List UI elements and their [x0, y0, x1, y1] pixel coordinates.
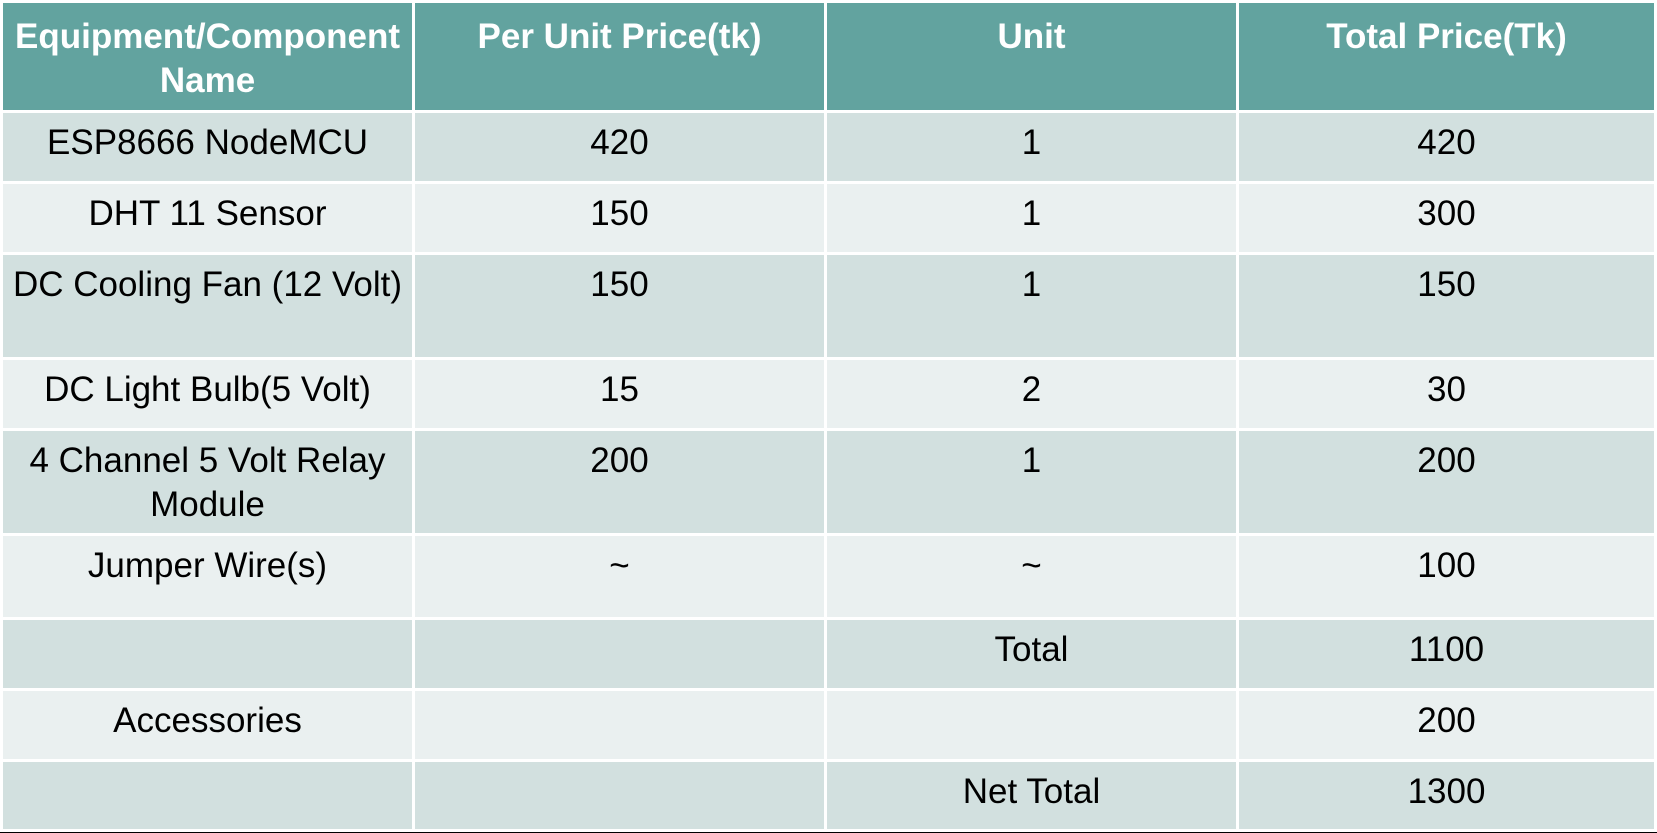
- total-row: Total 1100: [0, 617, 1657, 691]
- item-total: 100: [1236, 533, 1657, 620]
- total-label: Total: [824, 617, 1239, 691]
- header-unit-price: Per Unit Price(tk): [412, 0, 827, 113]
- item-unit: 1: [824, 181, 1239, 255]
- item-unit: 1: [824, 110, 1239, 184]
- item-unit-price: 150: [412, 252, 827, 360]
- empty-cell: [412, 688, 827, 762]
- table-row: 4 Channel 5 Volt Relay Module 200 1 200: [0, 428, 1657, 536]
- accessories-value: 200: [1236, 688, 1657, 762]
- empty-cell: [412, 617, 827, 691]
- item-unit-price: 150: [412, 181, 827, 255]
- table-row: Jumper Wire(s) ~ ~ 100: [0, 533, 1657, 620]
- item-total: 300: [1236, 181, 1657, 255]
- item-total: 200: [1236, 428, 1657, 536]
- item-name: DHT 11 Sensor: [0, 181, 415, 255]
- table-row: DHT 11 Sensor 150 1 300: [0, 181, 1657, 255]
- header-unit: Unit: [824, 0, 1239, 113]
- item-total: 420: [1236, 110, 1657, 184]
- item-unit-price: 200: [412, 428, 827, 536]
- item-total: 30: [1236, 357, 1657, 431]
- accessories-label: Accessories: [0, 688, 415, 762]
- table-row: ESP8666 NodeMCU 420 1 420: [0, 110, 1657, 184]
- empty-cell: [0, 759, 415, 832]
- item-name: ESP8666 NodeMCU: [0, 110, 415, 184]
- header-row: Equipment/Component Name Per Unit Price(…: [0, 0, 1657, 113]
- item-name: Jumper Wire(s): [0, 533, 415, 620]
- table-row: DC Cooling Fan (12 Volt) 150 1 150: [0, 252, 1657, 360]
- item-unit: ~: [824, 533, 1239, 620]
- item-unit-price: 420: [412, 110, 827, 184]
- item-unit: 1: [824, 252, 1239, 360]
- net-total-label: Net Total: [824, 759, 1239, 832]
- empty-cell: [412, 759, 827, 832]
- header-total-price: Total Price(Tk): [1236, 0, 1657, 113]
- item-total: 150: [1236, 252, 1657, 360]
- header-name: Equipment/Component Name: [0, 0, 415, 113]
- accessories-row: Accessories 200: [0, 688, 1657, 762]
- net-total-value: 1300: [1236, 759, 1657, 832]
- item-name: 4 Channel 5 Volt Relay Module: [0, 428, 415, 536]
- item-name: DC Light Bulb(5 Volt): [0, 357, 415, 431]
- empty-cell: [0, 617, 415, 691]
- net-total-row: Net Total 1300: [0, 759, 1657, 832]
- empty-cell: [824, 688, 1239, 762]
- item-unit: 2: [824, 357, 1239, 431]
- item-unit: 1: [824, 428, 1239, 536]
- item-unit-price: ~: [412, 533, 827, 620]
- item-name: DC Cooling Fan (12 Volt): [0, 252, 415, 360]
- table-row: DC Light Bulb(5 Volt) 15 2 30: [0, 357, 1657, 431]
- total-value: 1100: [1236, 617, 1657, 691]
- item-unit-price: 15: [412, 357, 827, 431]
